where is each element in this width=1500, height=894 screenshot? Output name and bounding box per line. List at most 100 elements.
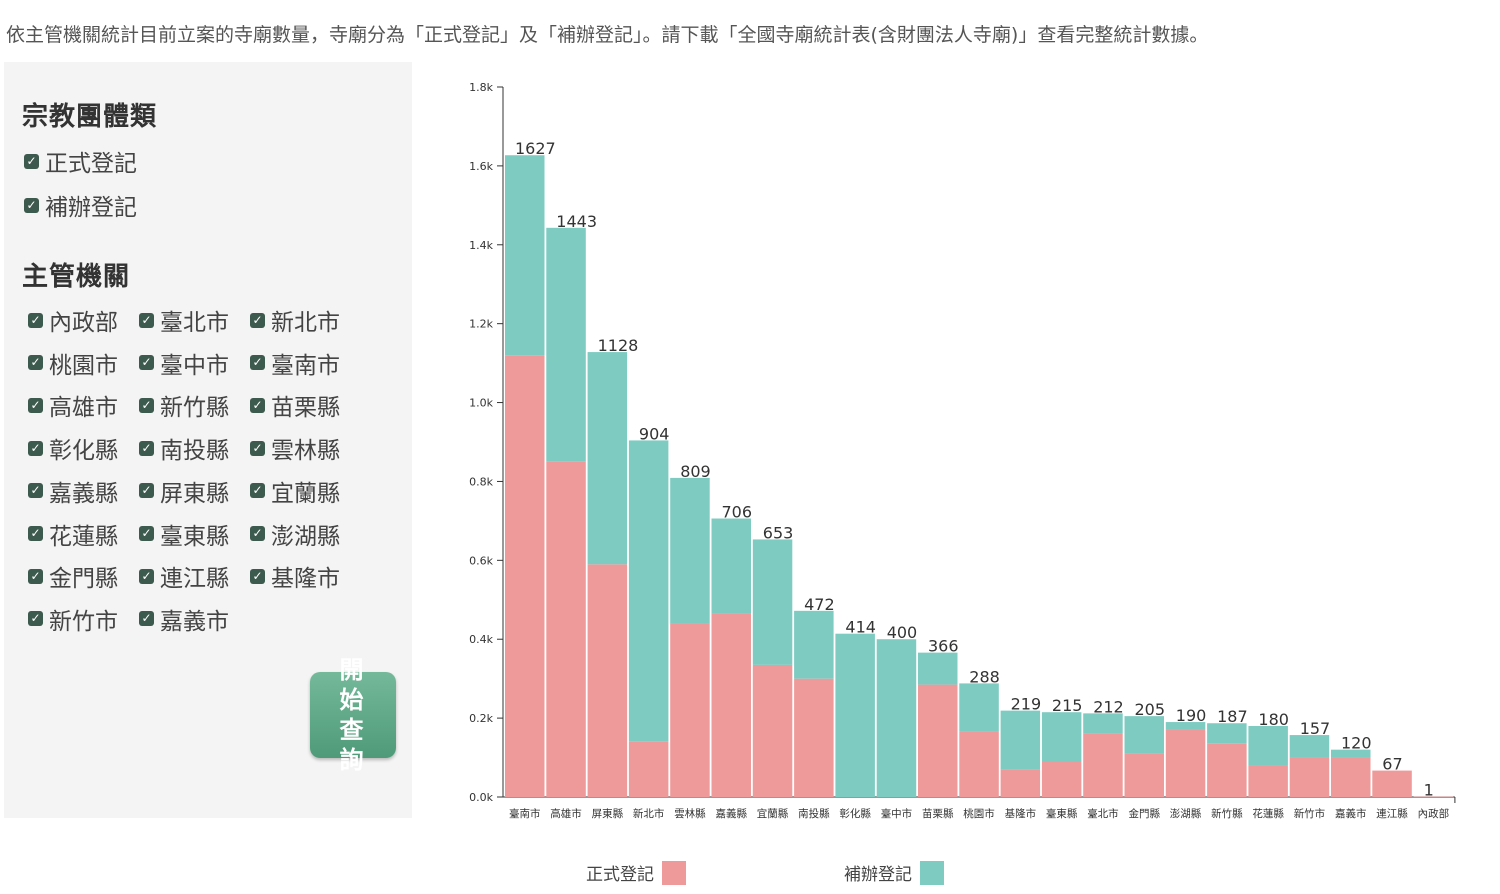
authority-checkbox-11[interactable]: ✓ 雲林縣 [250,431,340,465]
authority-checkbox-15-label: 花蓮縣 [49,523,118,550]
authority-checkbox-17[interactable]: ✓ 澎湖縣 [250,517,340,551]
checkbox-checked-icon[interactable]: ✓ [139,568,154,584]
bar-total-label: 219 [1011,695,1042,714]
bar-total-label: 187 [1217,707,1248,726]
x-tick-label: 嘉義縣 [716,807,748,820]
authority-checkbox-19[interactable]: ✓ 連江縣 [139,559,229,593]
legend-swatch-supplementary [920,860,944,885]
checkbox-checked-icon[interactable]: ✓ [28,355,43,371]
checkbox-checked-icon[interactable]: ✓ [24,197,39,213]
checkbox-checked-icon[interactable]: ✓ [250,397,265,413]
authority-checkbox-4[interactable]: ✓ 臺中市 [139,346,229,380]
bar-total-label: 414 [845,618,876,637]
authority-checkbox-1[interactable]: ✓ 臺北市 [139,303,229,337]
checkbox-checked-icon[interactable]: ✓ [28,568,43,584]
authority-checkbox-21-label: 新竹市 [49,608,118,635]
bar-supplementary [1207,723,1247,744]
authority-checkbox-18[interactable]: ✓ 金門縣 [28,559,118,593]
checkbox-checked-icon[interactable]: ✓ [24,153,39,169]
y-tick-label: 1.8k [469,81,493,94]
authority-checkbox-9-label: 彰化縣 [49,438,118,465]
bar-supplementary [1041,712,1082,762]
checkbox-checked-icon[interactable]: ✓ [139,355,154,371]
checkbox-checked-icon[interactable]: ✓ [28,526,43,541]
checkbox-checked-icon[interactable]: ✓ [28,611,43,627]
y-tick-label: 1.4k [469,239,493,252]
y-tick-label: 0.6k [469,554,493,567]
checkbox-checked-icon[interactable]: ✓ [28,440,43,456]
authority-checkbox-0[interactable]: ✓ 內政部 [28,303,118,337]
checkbox-checked-icon[interactable]: ✓ [139,312,154,328]
authority-checkbox-22-label: 嘉義市 [160,608,229,635]
checkbox-checked-icon[interactable]: ✓ [139,483,154,499]
x-tick-label: 彰化縣 [839,807,871,820]
authority-checkbox-21[interactable]: ✓ 新竹市 [28,602,118,636]
query-button[interactable]: 開始查詢 [310,656,396,774]
checkbox-checked-icon[interactable]: ✓ [250,526,265,541]
checkbox-checked-icon[interactable]: ✓ [250,355,265,371]
bar-total-label: 653 [763,523,794,542]
checkbox-checked-icon[interactable]: ✓ [139,440,154,456]
checkbox-checked-icon[interactable]: ✓ [250,568,265,584]
bar-total-label: 706 [722,503,753,522]
authority-checkbox-3[interactable]: ✓ 桃園市 [28,346,118,380]
category-checkbox-0[interactable]: ✓ 正式登記 [24,144,137,178]
authority-checkbox-13-label: 屏東縣 [160,480,229,507]
authority-checkbox-22[interactable]: ✓ 嘉義市 [139,602,229,636]
authority-checkbox-2-label: 新北市 [271,310,340,336]
bar-formal [546,461,586,797]
bar-total-label: 809 [680,462,711,481]
authority-checkbox-0-label: 內政部 [49,310,118,336]
authority-checkbox-2[interactable]: ✓ 新北市 [250,303,340,337]
checkbox-checked-icon[interactable]: ✓ [28,397,43,413]
stacked-bar-chart: 0.0k 0.2k 0.4k 0.6k 0.8k 1.0k 1.2k 1.4k 1.6k 1.8k… [469,81,1456,820]
legend-item-supplementary[interactable]: 補辦登記 [844,860,944,885]
filter-panel: 宗教團體類 主管機關 開始查詢 ✓ 正式登記 ✓ 補辦登記 ✓ 內政部 ✓ 臺北市 ✓ 新北市 ✓ 桃… [4,62,412,818]
checkbox-checked-icon[interactable]: ✓ [250,312,265,328]
checkbox-checked-icon[interactable]: ✓ [139,611,154,627]
authority-checkbox-14[interactable]: ✓ 宜蘭縣 [250,474,340,508]
legend-item-formal[interactable]: 正式登記 [586,860,686,885]
x-tick-label: 臺中市 [881,807,913,820]
authority-checkbox-20[interactable]: ✓ 基隆市 [250,559,340,593]
checkbox-checked-icon[interactable]: ✓ [139,397,154,413]
bar-supplementary [835,633,875,797]
x-tick-label: 嘉義市 [1335,807,1367,820]
category-section-title: 宗教團體類 [22,102,158,132]
x-tick-label: 雲林縣 [674,807,706,820]
bar-formal [1207,743,1247,797]
bar-formal [587,564,628,797]
legend-label-supplementary: 補辦登記 [844,865,912,885]
checkbox-checked-icon[interactable]: ✓ [28,312,43,328]
authority-checkbox-15[interactable]: ✓ 花蓮縣 [28,517,118,551]
x-tick-label: 高雄市 [550,807,582,820]
authority-checkbox-7[interactable]: ✓ 新竹縣 [139,388,229,422]
bar-total-label: 215 [1052,696,1083,715]
category-checkbox-1[interactable]: ✓ 補辦登記 [24,188,137,222]
bar-supplementary [1165,722,1206,730]
x-tick-label: 花蓮縣 [1252,807,1284,820]
authority-checkbox-1-label: 臺北市 [160,310,229,336]
checkbox-checked-icon[interactable]: ✓ [139,526,154,541]
bar-formal [1124,753,1164,797]
authority-checkbox-8[interactable]: ✓ 苗栗縣 [250,388,340,422]
checkbox-checked-icon[interactable]: ✓ [28,483,43,499]
checkbox-checked-icon[interactable]: ✓ [250,440,265,456]
bar-supplementary [1000,710,1041,770]
authority-checkbox-10[interactable]: ✓ 南投縣 [139,431,229,465]
y-tick-label: 1.0k [469,397,493,410]
authority-checkbox-5-label: 臺南市 [271,352,340,379]
authority-checkbox-12[interactable]: ✓ 嘉義縣 [28,474,118,508]
authority-checkbox-16[interactable]: ✓ 臺東縣 [139,517,229,551]
y-tick-label: 1.2k [469,318,493,331]
authority-checkbox-9[interactable]: ✓ 彰化縣 [28,431,118,465]
bar-supplementary [587,352,628,565]
authority-checkbox-13[interactable]: ✓ 屏東縣 [139,474,229,508]
authority-checkbox-5[interactable]: ✓ 臺南市 [250,346,340,380]
authority-checkbox-6[interactable]: ✓ 高雄市 [28,388,118,422]
authority-checkbox-11-label: 雲林縣 [271,438,340,465]
bar-total-label: 366 [928,637,959,656]
authority-checkbox-3-label: 桃園市 [49,352,118,379]
checkbox-checked-icon[interactable]: ✓ [250,483,265,499]
bar-supplementary [752,539,793,665]
